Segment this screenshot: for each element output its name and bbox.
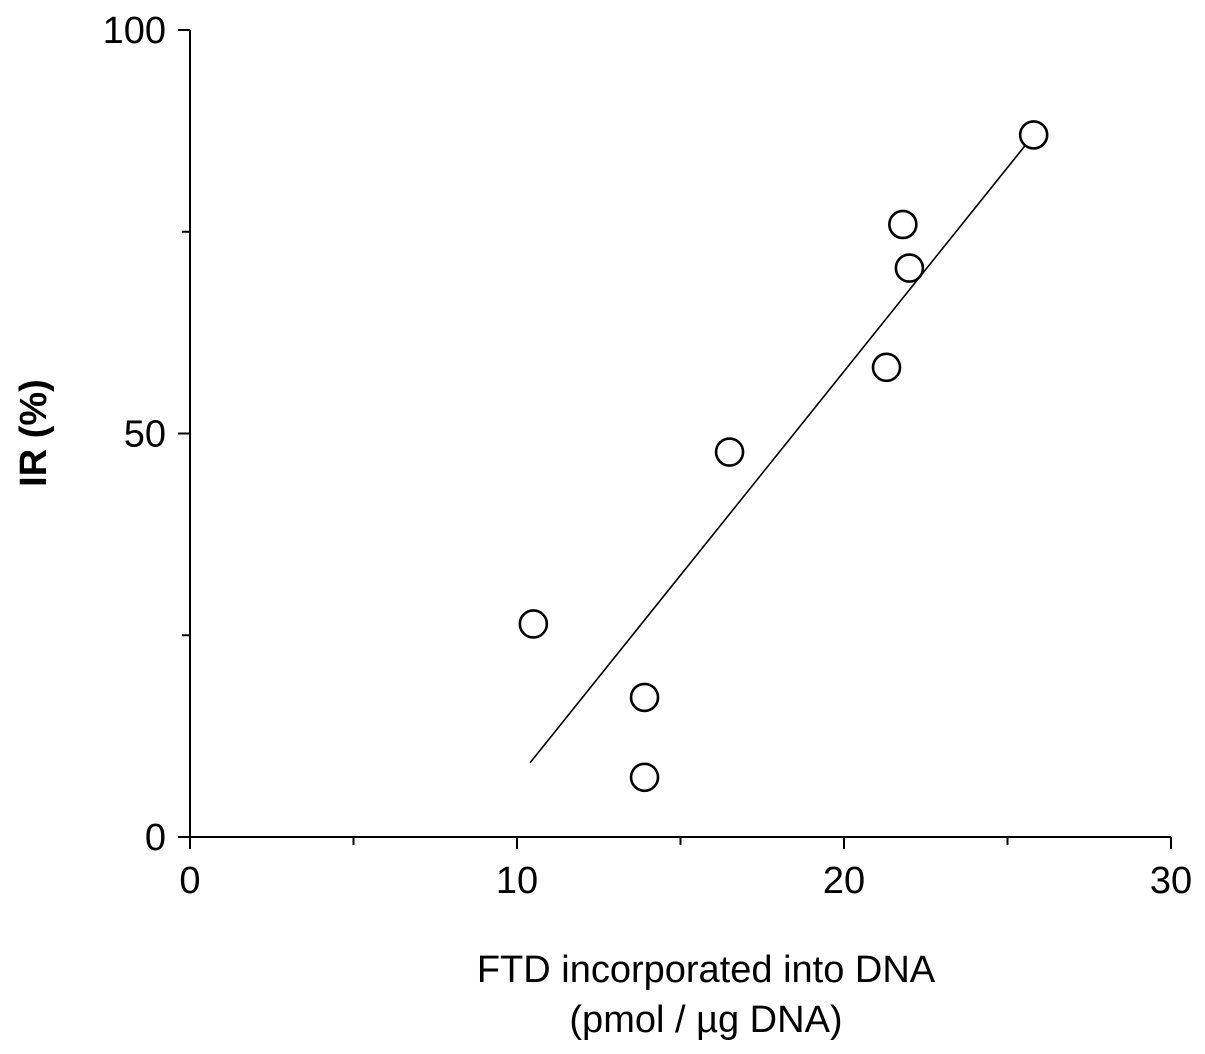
x-tick-label: 20 [823,860,865,902]
y-tick-label: 100 [103,10,166,52]
data-point [888,209,918,240]
data-point [894,253,925,283]
x-tick-label: 0 [179,860,200,902]
y-tick-label: 0 [145,817,166,859]
data-point [629,682,660,713]
data-point [629,762,660,793]
x-axis-title-line1: FTD incorporated into DNA [477,949,936,991]
data-point [518,609,549,639]
x-tick-label: 30 [1150,860,1192,902]
data-point [714,437,745,467]
y-axis-title: IR (%) [13,379,55,487]
x-tick-label: 10 [496,860,538,902]
data-point [871,352,902,383]
plot-area: 0 10 20 30 0 50 100 [103,10,1193,902]
y-tick-label: 50 [124,414,166,456]
x-axis-title-line2: (pmol / µg DNA) [569,999,842,1041]
data-point [1018,120,1049,150]
regression-line [529,134,1035,764]
